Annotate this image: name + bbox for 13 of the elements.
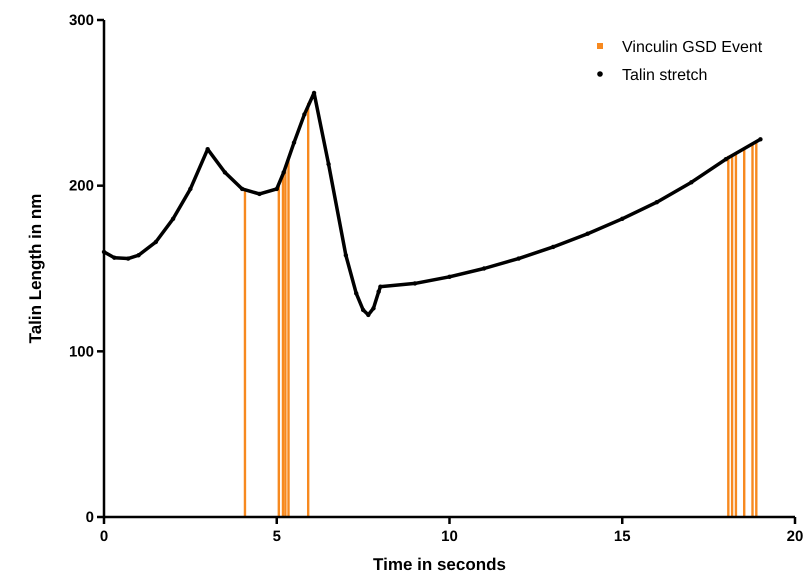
x-axis-title: Time in seconds — [373, 555, 506, 574]
x-tick-label: 10 — [441, 528, 458, 545]
y-tick-label: 100 — [68, 343, 94, 360]
x-tick-label: 15 — [614, 528, 631, 545]
y-axis-title: Talin Length in nm — [26, 194, 45, 344]
x-tick-label: 5 — [272, 528, 281, 545]
y-tick-label: 0 — [86, 509, 94, 526]
legend-label: Vinculin GSD Event — [622, 39, 763, 56]
y-tick-label: 200 — [68, 178, 94, 195]
x-tick-label: 20 — [786, 528, 804, 545]
x-tick-label: 0 — [100, 528, 108, 545]
legend-label: Talin stretch — [622, 67, 708, 84]
y-tick-label: 300 — [68, 12, 94, 29]
